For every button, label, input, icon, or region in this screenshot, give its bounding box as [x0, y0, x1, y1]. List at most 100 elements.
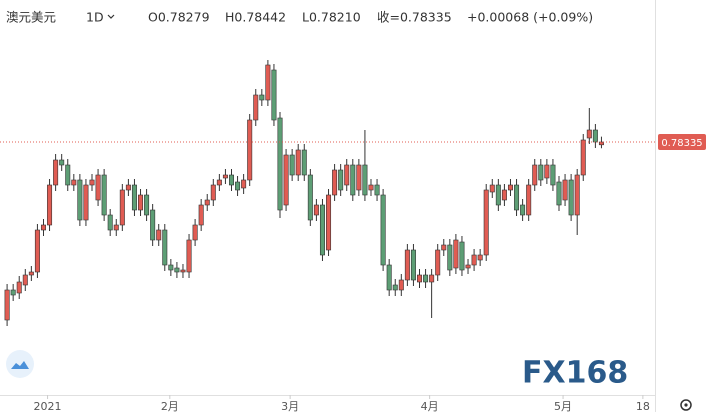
candle-body	[241, 179, 247, 189]
candle-body	[277, 117, 283, 211]
symbol[interactable]: 澳元美元	[6, 10, 56, 25]
candle-body	[423, 274, 429, 283]
candle-body	[562, 179, 568, 201]
candle-body	[520, 204, 526, 216]
candle-body	[210, 184, 216, 201]
candle-body	[501, 189, 507, 201]
candle-body	[77, 179, 83, 221]
candle-body	[544, 164, 550, 179]
candle-body	[301, 149, 307, 176]
candle-body	[125, 184, 131, 191]
candle-body	[289, 154, 295, 176]
candle-body	[568, 179, 574, 216]
candle-body	[192, 224, 198, 241]
x-tick-label: 2021	[34, 400, 62, 412]
x-tick-label: 18	[636, 400, 650, 412]
candle-body	[4, 289, 10, 321]
candle-body	[319, 204, 325, 256]
candle-body	[332, 169, 338, 196]
settings-icon[interactable]	[680, 399, 692, 411]
candle-body	[83, 184, 89, 221]
candle-body	[265, 64, 271, 101]
logo-icon[interactable]	[6, 350, 34, 378]
candle-body	[16, 281, 22, 294]
candle-body	[392, 284, 398, 291]
candle-body	[204, 199, 210, 206]
candle-body	[326, 194, 332, 251]
candle-body	[313, 204, 319, 216]
candle-body	[216, 179, 222, 186]
candle-body	[380, 194, 386, 266]
x-tick-label: 3月	[281, 400, 299, 412]
candle-body	[144, 194, 150, 216]
candle-body	[101, 174, 107, 216]
candle-body	[514, 184, 520, 211]
candle-body	[344, 164, 350, 186]
candle-body	[65, 164, 71, 186]
candle-body	[586, 129, 592, 139]
candle-body	[435, 249, 441, 276]
ohlc-close: 收=0.78335	[377, 10, 452, 25]
candle-body	[417, 274, 423, 283]
candle-body	[156, 229, 162, 241]
ohlc-low: L0.78210	[302, 10, 361, 25]
candle-body	[107, 214, 113, 231]
candle-body	[526, 184, 532, 216]
candle-body	[138, 194, 144, 211]
ohlc-change: +0.00068 (+0.09%)	[467, 10, 593, 25]
ohlc-open: O0.78279	[148, 10, 210, 25]
candle-body	[174, 267, 180, 273]
candle-body	[247, 119, 253, 181]
x-tick-label: 4月	[421, 400, 439, 412]
candle-body	[374, 184, 380, 196]
candle-body	[429, 274, 435, 283]
candle-body	[150, 209, 156, 241]
candle-body	[259, 94, 265, 101]
candle-body	[228, 174, 234, 186]
candle-body	[34, 229, 40, 273]
last-price-label: 0.78335	[661, 138, 702, 149]
candle-body	[198, 204, 204, 226]
candle-body	[253, 94, 259, 121]
candle-body	[404, 249, 410, 281]
candle-body	[89, 179, 95, 186]
candle-body	[53, 159, 59, 186]
candle-body	[28, 271, 34, 276]
candle-body	[556, 181, 562, 206]
candle-body	[538, 164, 544, 181]
candle-body	[592, 129, 598, 143]
candle-body	[235, 181, 241, 191]
candle-body	[295, 149, 301, 176]
candle-body	[574, 174, 580, 216]
candle-body	[356, 164, 362, 191]
candle-body	[368, 184, 374, 191]
interval[interactable]: 1D	[86, 10, 104, 25]
logo-glyph	[11, 361, 29, 369]
candle-body	[350, 164, 356, 196]
x-tick-label: 5月	[554, 400, 572, 412]
candle-body	[453, 239, 459, 269]
candle-body	[283, 154, 289, 206]
last-price-box	[658, 134, 706, 150]
candle-body	[180, 269, 186, 273]
candle-body	[47, 184, 53, 226]
candle-body	[483, 189, 489, 256]
candle-body	[580, 139, 586, 176]
candle-body	[307, 174, 313, 221]
ohlc-high: H0.78442	[225, 10, 286, 25]
candle-body	[598, 141, 604, 146]
candle-body	[338, 169, 344, 191]
candle-body	[271, 69, 277, 121]
candle-body	[10, 289, 16, 296]
candle-body	[113, 224, 119, 231]
candle-body	[362, 164, 368, 196]
candle-body	[168, 264, 174, 271]
candle-body	[477, 254, 483, 261]
candle-body	[495, 184, 501, 206]
interval-chevron[interactable]	[107, 14, 115, 19]
candle-body	[550, 164, 556, 186]
candle-body	[410, 249, 416, 281]
candle-body	[95, 174, 101, 201]
